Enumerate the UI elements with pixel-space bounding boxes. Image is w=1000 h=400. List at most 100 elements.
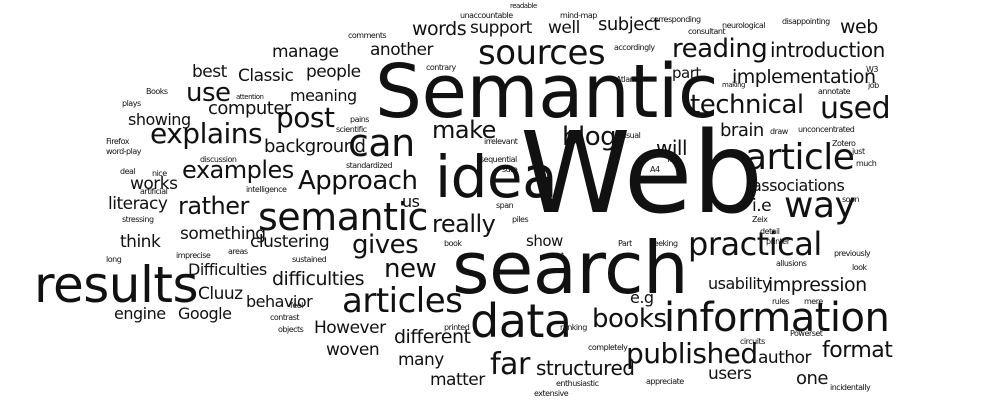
word-unconcentrated: unconcentrated: [798, 125, 855, 134]
word-soon: soon: [842, 195, 860, 204]
word-difficulties-capital: Difficulties: [188, 260, 267, 279]
word-printer: printer: [766, 237, 790, 246]
word-behavior: behavior: [246, 292, 313, 311]
word-idea: idea: [435, 143, 558, 211]
word-pains: pains: [350, 115, 369, 124]
word-atlantic: Atlantic: [616, 75, 643, 84]
word-published: published: [626, 337, 758, 370]
word-sequential: sequential: [480, 155, 517, 164]
word-can: can: [348, 121, 415, 165]
word-standardized: standardized: [346, 161, 392, 170]
word-semantic: semantic: [258, 195, 428, 239]
word-usability: usability: [708, 274, 772, 293]
word-consultant: consultant: [688, 27, 726, 36]
word-printed: printed: [444, 323, 470, 332]
word-will: will: [656, 136, 688, 160]
word-contrast: contrast: [270, 313, 300, 322]
word-users: users: [708, 364, 752, 384]
word-article: article: [745, 137, 855, 178]
word-examples: examples: [182, 156, 294, 184]
word-mind-map: mind-map: [560, 11, 597, 20]
word-go: go: [558, 169, 567, 178]
word-something: something: [180, 224, 266, 244]
word-new: new: [384, 254, 437, 284]
word-firefox: Firefox: [106, 137, 129, 146]
word-different: different: [394, 326, 471, 348]
word-one: one: [796, 368, 829, 389]
word-best: best: [192, 62, 227, 82]
word-imprecise: imprecise: [176, 251, 211, 260]
word-intelligence: intelligence: [246, 185, 287, 194]
word-making: making: [722, 81, 746, 89]
word-enthusiastic: enthusiastic: [556, 379, 599, 388]
word-subject: subject: [598, 14, 660, 35]
word-powerset: Powerset: [790, 329, 823, 338]
word-extensive: extensive: [534, 389, 569, 398]
word-allusions: allusions: [776, 259, 807, 268]
word-many: many: [398, 350, 444, 370]
word-articles: articles: [342, 281, 463, 321]
word-brain: brain: [720, 120, 764, 141]
word-words: words: [412, 18, 467, 40]
word-works: works: [130, 174, 178, 194]
word-previously: previously: [834, 249, 871, 258]
word-data: data: [470, 294, 572, 348]
word-way: way: [784, 185, 856, 226]
word-background: background: [264, 136, 366, 157]
word-support: support: [470, 18, 532, 38]
word-disappointing: disappointing: [782, 17, 830, 26]
word-clustering: clustering: [250, 232, 330, 252]
word-introduction: introduction: [770, 38, 885, 62]
word-ranking: ranking: [560, 323, 587, 332]
word-objects: objects: [278, 325, 304, 334]
word-scientific: scientific: [336, 125, 367, 134]
word-piles: piles: [512, 215, 529, 224]
word-zotero: Zotero: [832, 139, 856, 148]
word-e-g: e.g: [630, 288, 654, 307]
word-part: part: [672, 64, 701, 82]
word-difficulties: difficulties: [272, 268, 365, 290]
word-far: far: [490, 347, 530, 382]
word-information: information: [664, 295, 890, 341]
word-w3: W3: [866, 65, 879, 74]
word-well: well: [548, 18, 580, 38]
word-results: results: [34, 256, 199, 314]
word-woven: woven: [326, 340, 380, 360]
word-teil: Teil: [666, 155, 677, 164]
word-rather: rather: [178, 192, 249, 220]
word-incidentally: incidentally: [830, 383, 871, 392]
word-engine: engine: [114, 304, 166, 323]
word-show: show: [526, 232, 563, 250]
word-structured: structured: [536, 356, 635, 380]
word-author: author: [758, 348, 812, 368]
word-plays: plays: [122, 99, 141, 108]
word-people: people: [306, 62, 361, 82]
word-contrary: contrary: [426, 63, 456, 72]
word-attention: attention: [236, 93, 264, 101]
word-just: just: [852, 147, 865, 156]
word-meaning: meaning: [290, 86, 357, 105]
word-however: However: [314, 318, 386, 338]
word-i-e: i.e: [752, 196, 772, 216]
word-zeix: Zeix: [752, 215, 768, 224]
word-implementation: implementation: [732, 66, 876, 88]
word-stressing: stressing: [122, 215, 154, 224]
word-matter: matter: [430, 370, 485, 390]
word-format: format: [822, 338, 893, 363]
word-irrelevant: irrelevant: [484, 137, 518, 146]
word-visual: visual: [620, 131, 641, 140]
word-web: Web: [520, 109, 763, 239]
word-google: Google: [178, 304, 232, 323]
word-post: post: [276, 101, 335, 134]
word-really: really: [432, 210, 496, 238]
word-completely: completely: [588, 343, 628, 352]
word-corresponding: corresponding: [650, 15, 701, 24]
word-impression: impression: [768, 274, 867, 296]
word-artificial: artificial: [140, 187, 168, 196]
word-accordingly: accordingly: [614, 43, 655, 52]
word-reading: reading: [672, 34, 768, 64]
word-used: used: [820, 91, 891, 126]
word-circuits: circuits: [740, 337, 765, 346]
word-us: us: [402, 192, 420, 211]
word-rules: rules: [772, 297, 790, 306]
